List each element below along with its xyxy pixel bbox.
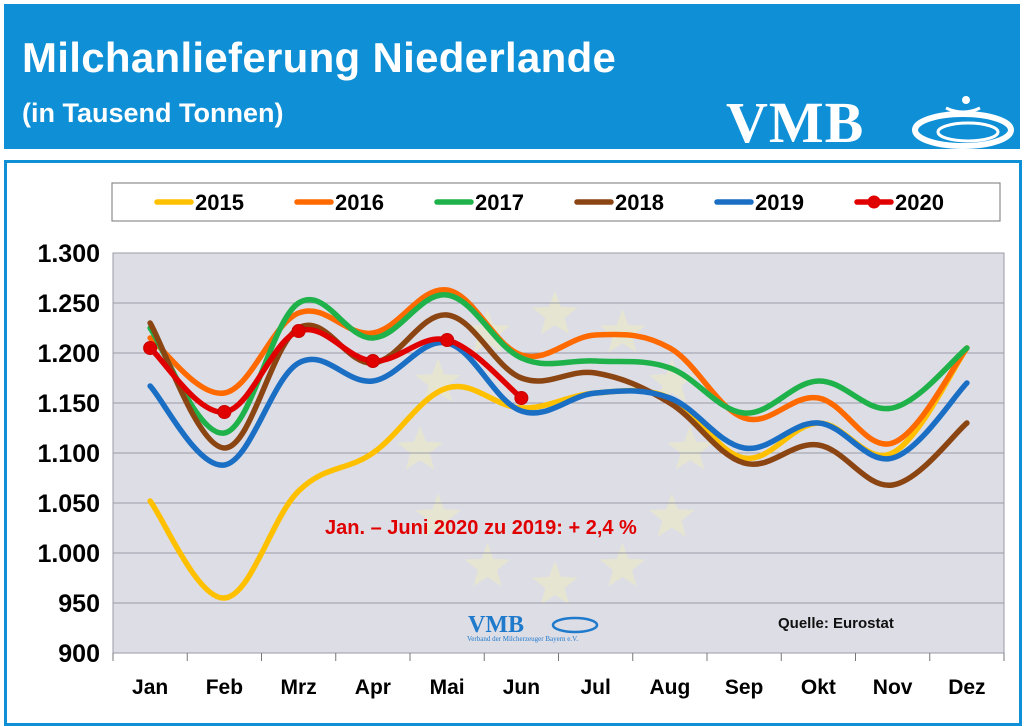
star-icon [599,309,646,353]
x-axis-ticks: Jan Feb Mrz Apr Mai Jun Jul Aug Sep Okt Nov Dez [112,653,1005,699]
star-icon [649,493,695,537]
star-icon [532,561,578,605]
series-line-2018 [147,312,970,488]
x-tick-label: Okt [801,676,836,699]
watermark-logo-text: VMB [468,612,524,638]
legend-label-2015: 2015 [195,190,244,215]
star-icon [415,358,461,402]
data-point-2020 [143,341,158,355]
y-tick-label: 1.150 [37,390,100,418]
y-tick-label: 1.050 [37,490,100,518]
x-tick-label: Mai [430,676,465,699]
y-tick-label: 1.100 [37,440,100,468]
source-label: Quelle: Eurostat [778,615,894,632]
series-line-2019 [147,339,970,468]
legend-label-2019: 2019 [755,190,804,215]
legend-marker-2020 [867,195,881,209]
y-tick-label: 1.250 [37,290,100,318]
x-tick-label: Nov [873,676,913,699]
header-banner: Milchanlieferung Niederlande (in Tausend… [4,4,1020,154]
star-icon [599,542,646,587]
vmb-logo-swoosh-icon [912,96,1014,149]
y-tick-label: 1.200 [37,340,100,368]
data-point-2020 [217,405,232,419]
series-lines [143,287,970,601]
watermark-swoosh-icon [551,616,599,634]
watermark-logo: VMB Verband der Milcherzeuger Bayern e.V… [467,612,599,643]
legend-label-2020: 2020 [895,190,944,215]
star-icon [415,493,461,537]
y-tick-label: 900 [58,640,100,668]
x-tick-label: Jan [132,676,168,699]
data-point-2020 [514,391,529,405]
x-tick-label: Sep [725,676,764,699]
legend-label-2016: 2016 [335,190,384,215]
y-tick-label: 1.000 [37,540,100,568]
page-title: Milchanlieferung Niederlande [22,34,617,81]
star-icon [397,426,443,470]
star-icon [464,542,511,587]
x-tick-label: Aug [649,676,690,699]
growth-annotation: Jan. – Juni 2020 zu 2019: + 2,4 % [325,517,637,539]
star-icon [532,291,578,335]
legend-box [111,182,1001,222]
y-axis-ticks: 900 950 1.000 1.050 1.100 1.150 1.200 1.250 1.30… [37,240,100,668]
star-icon [649,358,695,402]
legend-label-2018: 2018 [615,190,664,215]
x-tick-label: Dez [948,676,985,699]
legend: 2015 2016 2017 2018 2019 2020 [154,190,944,215]
watermark-tagline: Verband der Milcherzeuger Bayern e.V. [467,635,578,643]
x-tick-label: Mrz [281,676,317,699]
y-tick-label: 1.300 [37,240,100,268]
page-subtitle: (in Tausend Tonnen) [22,98,284,128]
x-tick-label: Apr [355,676,391,699]
x-tick-label: Jun [503,676,540,699]
legend-label-2017: 2017 [475,190,524,215]
x-tick-label: Feb [206,676,243,699]
data-point-2020 [291,324,306,338]
data-point-2020 [440,333,455,347]
star-icon [667,426,713,470]
x-tick-label: Jul [580,676,610,699]
data-point-2020 [365,354,380,368]
vmb-logo-text: VMB [726,90,865,155]
vmb-logo: VMB [726,92,1024,154]
y-tick-label: 950 [58,590,100,618]
